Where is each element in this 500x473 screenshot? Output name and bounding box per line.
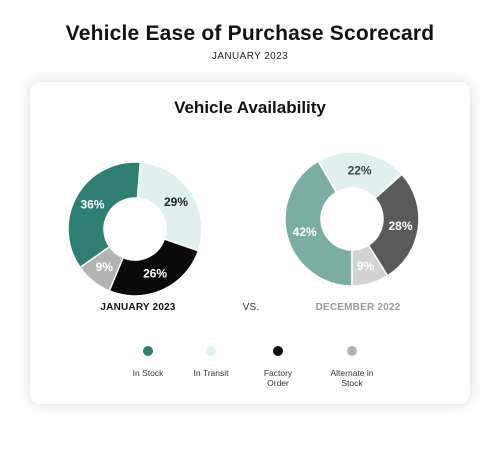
legend-item-alternate-in-stock: Alternate in Stock bbox=[312, 346, 392, 388]
legend-item-in-stock: In Stock bbox=[108, 346, 188, 378]
donut-charts: 36% 29% 26% 9% 42% 22% 28% 9% bbox=[67, 151, 420, 297]
legend-dot-factory-order bbox=[273, 346, 283, 356]
legend-label-alternate-in-stock: Alternate in Stock bbox=[330, 368, 374, 388]
slice-december-2022-factory-order bbox=[367, 173, 420, 277]
slice-january-2023-in-transit bbox=[136, 161, 203, 252]
vs-label: VS. bbox=[242, 302, 260, 313]
data-label-january-2023-factory-order: 26% bbox=[143, 267, 167, 281]
page-subtitle: JANUARY 2023 bbox=[211, 51, 289, 62]
legend-dot-in-stock bbox=[143, 346, 153, 356]
slice-january-2023-factory-order bbox=[108, 238, 200, 297]
legend-item-factory-order: Factory Order bbox=[238, 346, 318, 388]
slice-january-2023-alternate-in-stock bbox=[79, 245, 125, 292]
availability-card: Vehicle Availability 36% 29% 26% 9% 42% 22% 28… bbox=[30, 82, 470, 404]
chart-label-january-2023: JANUARY 2023 bbox=[100, 302, 176, 313]
legend-label-in-stock: In Stock bbox=[132, 368, 164, 378]
data-label-december-2022-factory-order: 28% bbox=[388, 219, 412, 233]
legend-item-in-transit: In Transit bbox=[171, 346, 251, 378]
data-label-january-2023-in-transit: 29% bbox=[164, 195, 188, 209]
slice-december-2022-in-stock bbox=[284, 160, 353, 287]
legend-label-in-transit: In Transit bbox=[193, 368, 229, 378]
data-label-december-2022-alternate-in-stock: 9% bbox=[357, 259, 375, 273]
page-title: Vehicle Ease of Purchase Scorecard bbox=[65, 22, 435, 45]
legend-label-factory-order: Factory Order bbox=[263, 368, 293, 388]
chart-label-december-2022: DECEMBER 2022 bbox=[315, 302, 401, 313]
slice-january-2023-in-stock bbox=[67, 161, 142, 269]
legend-dot-alternate-in-stock bbox=[347, 346, 357, 356]
data-label-january-2023-in-stock: 36% bbox=[80, 198, 104, 212]
legend-dot-in-transit bbox=[206, 346, 216, 356]
data-label-december-2022-in-stock: 42% bbox=[293, 225, 317, 239]
data-label-january-2023-alternate-in-stock: 9% bbox=[96, 260, 114, 274]
slice-december-2022-alternate-in-stock bbox=[351, 244, 389, 287]
data-label-december-2022-in-transit: 22% bbox=[348, 164, 372, 178]
card-title: Vehicle Availability bbox=[174, 98, 326, 117]
